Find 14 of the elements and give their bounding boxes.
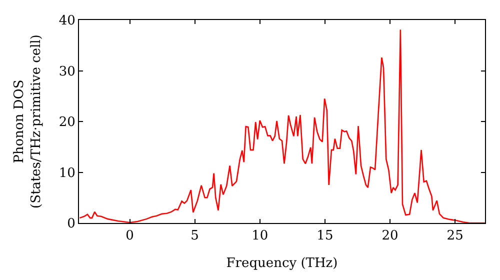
x-tick-label: 20 <box>382 228 398 244</box>
y-axis-title: Phonon DOS (States/THz·primitive cell) <box>12 34 44 209</box>
line-series <box>79 28 485 223</box>
x-tick-label: 10 <box>252 228 268 244</box>
y-tick-label: 10 <box>58 166 76 181</box>
x-tick-label: 15 <box>316 228 334 244</box>
x-tick-label: 0 <box>126 228 134 244</box>
x-tick-label: 25 <box>446 228 464 244</box>
y-tick-label: 0 <box>67 216 76 232</box>
y-tick-label: 20 <box>58 115 76 130</box>
y-tick-label: 30 <box>58 64 76 80</box>
x-tick-label: 5 <box>190 228 199 244</box>
y-tick-label: 40 <box>58 14 76 29</box>
x-axis-title: Frequency (THz) <box>226 256 338 272</box>
